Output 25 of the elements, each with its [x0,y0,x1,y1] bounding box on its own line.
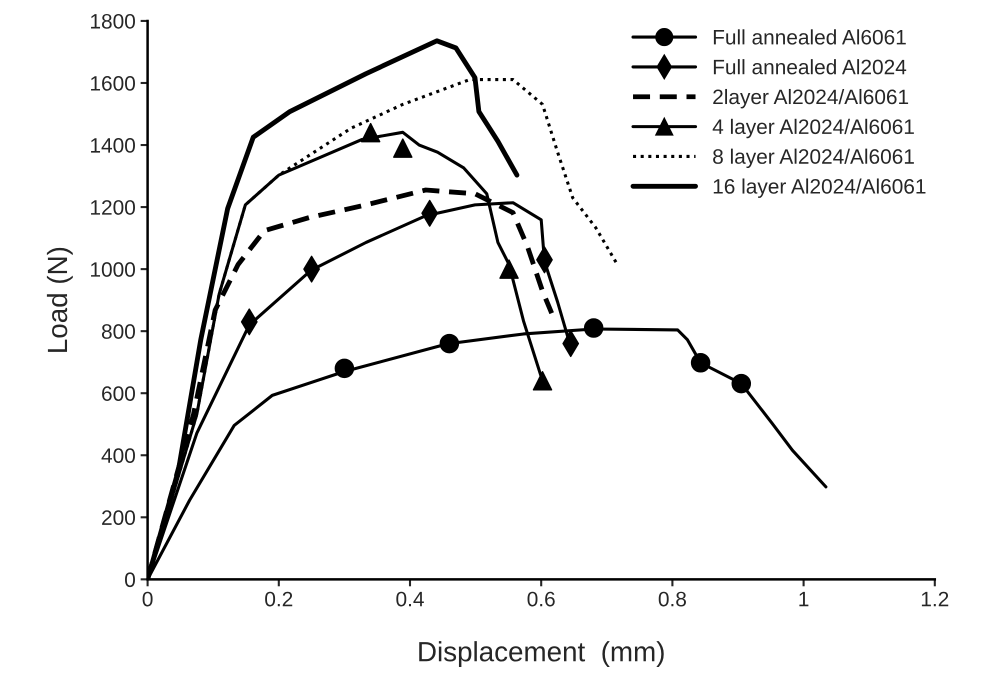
x-tick-label: 1.2 [922,592,948,606]
y-tick-label: 600 [102,386,135,401]
legend-label: 16 layer Al2024/Al6061 [714,178,926,198]
y-tick-label: 400 [102,448,135,464]
x-axis-title: Displacement (mm) [419,641,664,668]
x-tick-label: 0.4 [396,592,424,606]
x-tick-label: 0.6 [528,592,555,606]
x-tick-label: 1 [799,592,808,606]
y-tick-label: 1600 [91,76,135,91]
y-tick-label: 1800 [91,14,135,29]
y-tick-label: 800 [102,324,135,339]
legend-label: 2layer Al2024/Al6061 [713,88,908,108]
legend-label: Full annealed Al6061 [714,29,906,45]
y-tick-label: 1400 [91,138,135,153]
y-tick-label: 0 [125,572,135,588]
legend-label: Full annealed Al2024 [714,59,906,74]
y-tick-label: 1000 [91,262,135,277]
legend-label: 8 layer Al2024/Al6061 [713,148,914,168]
x-tick-label: 0.8 [658,592,686,606]
x-tick-label: 0.2 [265,592,292,606]
legend-label: 4 layer Al2024/Al6061 [712,118,914,138]
y-axis-title: Load (N) [46,248,73,352]
y-tick-label: 1200 [91,200,135,215]
y-tick-label: 200 [102,510,135,526]
x-tick-label: 0 [142,592,153,606]
